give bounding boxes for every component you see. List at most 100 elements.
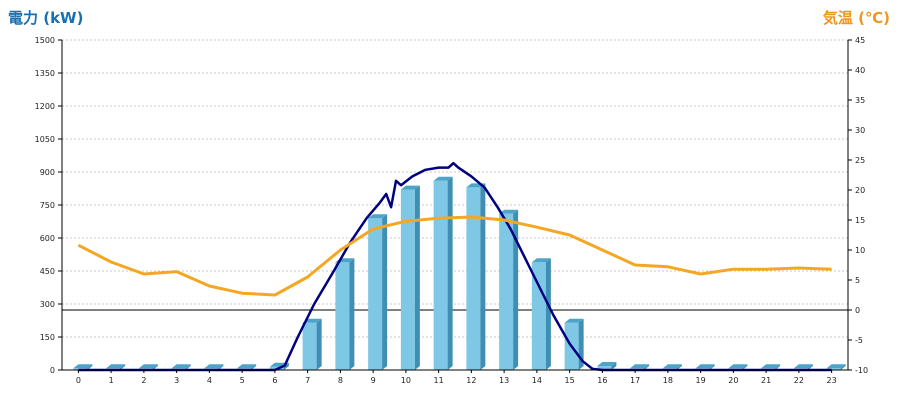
bar-top <box>695 364 715 369</box>
right-tick-label: 5 <box>855 276 860 285</box>
left-tick-label: 0 <box>50 366 55 375</box>
bar <box>302 318 322 370</box>
bar-front <box>826 368 841 370</box>
bar-side <box>676 364 682 370</box>
left-tick-label: 1200 <box>35 102 55 111</box>
tick-labels: 01503004506007509001050120013501500-10-5… <box>35 36 868 385</box>
bar-front <box>400 189 415 370</box>
right-tick-label: 0 <box>855 306 860 315</box>
x-tick-label: 5 <box>240 376 245 385</box>
right-tick-label: 35 <box>855 96 865 105</box>
bar-top <box>73 364 93 369</box>
right-tick-label: 20 <box>855 186 865 195</box>
right-axis-title: 気温 (℃) <box>822 9 890 27</box>
x-tick-label: 19 <box>696 376 706 385</box>
bar-side <box>87 364 93 370</box>
bar-front <box>597 366 612 370</box>
x-tick-label: 22 <box>794 376 804 385</box>
x-tick-label: 0 <box>76 376 81 385</box>
left-tick-label: 600 <box>40 234 55 243</box>
left-tick-label: 1050 <box>35 135 55 144</box>
left-tick-label: 750 <box>40 201 55 210</box>
bar <box>433 176 453 370</box>
right-tick-label: 25 <box>855 156 865 165</box>
bar-side <box>251 364 257 370</box>
bar-top <box>531 258 551 263</box>
right-tick-label: -5 <box>855 336 863 345</box>
x-tick-label: 12 <box>466 376 476 385</box>
bar-side <box>218 364 224 370</box>
bar-side <box>480 183 486 370</box>
bar <box>368 214 388 370</box>
bar-side <box>349 258 355 370</box>
bar-top <box>564 318 584 323</box>
grid <box>62 39 848 338</box>
right-tick-label: -10 <box>855 366 868 375</box>
bar <box>597 362 617 370</box>
x-tick-label: 16 <box>597 376 607 385</box>
bar <box>564 318 584 370</box>
x-tick-label: 20 <box>728 376 738 385</box>
bar <box>531 258 551 370</box>
bar-top <box>662 364 682 369</box>
bar-side <box>807 364 813 370</box>
x-tick-label: 4 <box>207 376 212 385</box>
left-tick-label: 150 <box>40 333 55 342</box>
bar-side <box>644 364 650 370</box>
bar-side <box>382 214 388 370</box>
x-tick-label: 23 <box>827 376 837 385</box>
left-tick-label: 1500 <box>35 36 55 45</box>
x-tick-label: 10 <box>401 376 411 385</box>
bar-side <box>709 364 715 370</box>
x-tick-label: 8 <box>338 376 343 385</box>
bar-front <box>368 218 383 370</box>
bar-side <box>185 364 191 370</box>
bar-side <box>447 176 453 370</box>
x-tick-label: 21 <box>761 376 771 385</box>
right-tick-label: 10 <box>855 246 865 255</box>
x-tick-label: 15 <box>565 376 575 385</box>
bar-top <box>368 214 388 219</box>
bar-front <box>531 262 546 370</box>
bar-top <box>793 364 813 369</box>
bar-front <box>433 180 448 370</box>
temperature-line <box>77 215 832 297</box>
bar-top <box>400 185 420 190</box>
left-tick-label: 300 <box>40 300 55 309</box>
bar-side <box>152 364 158 370</box>
x-tick-label: 7 <box>305 376 310 385</box>
bar-side <box>513 209 519 370</box>
bar <box>499 209 519 370</box>
bar-side <box>545 258 551 370</box>
x-tick-label: 11 <box>434 376 444 385</box>
x-tick-label: 2 <box>141 376 146 385</box>
bar-series <box>73 176 846 370</box>
right-tick-label: 40 <box>855 66 865 75</box>
bar-side <box>775 364 781 370</box>
bar-top <box>433 176 453 181</box>
bar <box>400 185 420 370</box>
bar-side <box>120 364 126 370</box>
left-tick-label: 1350 <box>35 69 55 78</box>
x-tick-label: 1 <box>109 376 114 385</box>
x-tick-label: 17 <box>630 376 640 385</box>
left-axis-title: 電力 (kW) <box>8 9 84 27</box>
bar-front <box>466 187 481 370</box>
bar-side <box>611 362 617 370</box>
bar <box>826 364 846 370</box>
left-tick-label: 450 <box>40 267 55 276</box>
bar-top <box>106 364 126 369</box>
bar <box>335 258 355 370</box>
axes <box>58 39 852 373</box>
bar-top <box>499 209 519 214</box>
right-tick-label: 45 <box>855 36 865 45</box>
x-tick-label: 13 <box>499 376 509 385</box>
x-tick-label: 6 <box>272 376 277 385</box>
bar-front <box>335 262 350 370</box>
bar-top <box>630 364 650 369</box>
left-tick-label: 900 <box>40 168 55 177</box>
bar-top <box>237 364 257 369</box>
bar-top <box>597 362 617 367</box>
bar-front <box>302 322 317 370</box>
